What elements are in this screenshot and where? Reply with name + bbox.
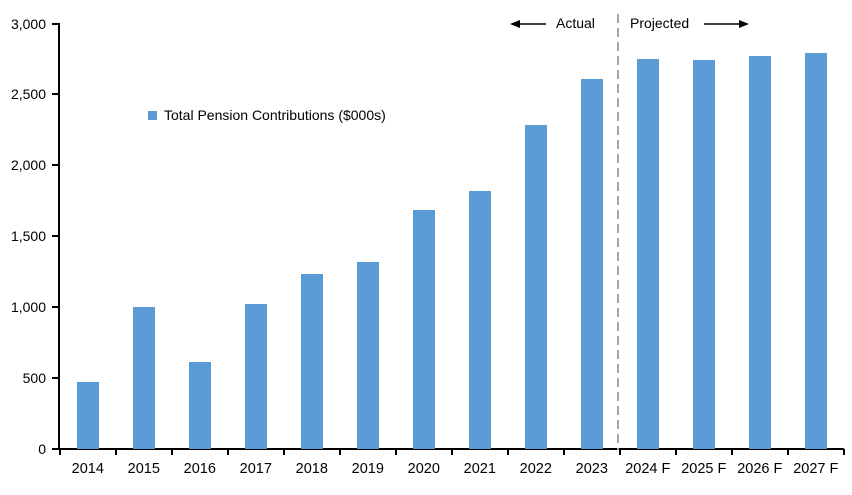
- x-axis-tick: [338, 449, 341, 455]
- x-axis-tick: [842, 449, 845, 455]
- bar-2022: [524, 124, 548, 449]
- y-tick-label: 2,500: [10, 86, 46, 103]
- x-axis-tick: [506, 449, 509, 455]
- x-axis-tick: [562, 449, 565, 455]
- bar-2024-f: [636, 58, 660, 449]
- x-tick-label: 2019: [351, 461, 384, 477]
- y-axis-line: [58, 23, 60, 450]
- x-axis-tick: [226, 449, 229, 455]
- x-axis-tick: [282, 449, 285, 455]
- x-tick-label: 2024 F: [625, 461, 671, 477]
- x-tick-label: 2022: [519, 461, 552, 477]
- bar-2014: [76, 382, 100, 449]
- y-tick-label: 2,000: [10, 157, 46, 174]
- bar-2027-f: [804, 53, 828, 449]
- bar-2017: [244, 303, 268, 449]
- x-tick-label: 2026 F: [737, 461, 783, 477]
- bar-2020: [412, 210, 436, 449]
- bar-2023: [580, 78, 604, 449]
- actual-left-arrow-icon: [510, 20, 546, 28]
- bar-2018: [300, 273, 324, 449]
- x-tick-label: 2017: [239, 461, 272, 477]
- projected-label: Projected: [630, 15, 690, 31]
- actual-label: Actual: [556, 15, 595, 31]
- x-tick-label: 2018: [295, 461, 328, 477]
- x-axis-tick: [618, 449, 621, 455]
- x-axis-tick: [58, 449, 61, 455]
- y-tick-label: 1,000: [10, 299, 46, 316]
- projected-right-arrow-icon: [704, 20, 749, 28]
- x-tick-label: 2020: [407, 461, 440, 477]
- y-axis-tick: [52, 164, 58, 167]
- y-axis-tick: [52, 22, 58, 25]
- y-axis-tick: [52, 377, 58, 380]
- y-tick-label: 0: [38, 441, 46, 457]
- x-axis-tick: [394, 449, 397, 455]
- x-tick-label: 2021: [463, 461, 496, 477]
- y-tick-label: 1,500: [10, 228, 46, 245]
- bar-2025-f: [692, 60, 716, 449]
- x-tick-label: 2023: [575, 461, 608, 477]
- x-tick-label: 2016: [183, 461, 216, 477]
- bar-2021: [468, 190, 492, 449]
- y-tick-label: 500: [22, 370, 46, 387]
- y-axis-tick: [52, 306, 58, 309]
- bar-2026-f: [748, 56, 772, 449]
- y-axis-tick: [52, 93, 58, 96]
- legend-label: Total Pension Contributions ($000s): [164, 107, 386, 123]
- x-tick-label: 2027 F: [793, 461, 839, 477]
- x-tick-label: 2015: [127, 461, 160, 477]
- x-tick-label: 2014: [71, 461, 104, 477]
- actual-projected-divider-line: [617, 14, 619, 450]
- x-axis-tick: [730, 449, 733, 455]
- bar-2016: [188, 362, 212, 449]
- x-axis-tick: [114, 449, 117, 455]
- y-axis-tick: [52, 448, 58, 450]
- x-axis-tick: [674, 449, 677, 455]
- y-tick-label: 3,000: [10, 15, 46, 32]
- x-axis-tick: [450, 449, 453, 455]
- legend-swatch-icon: [148, 110, 157, 120]
- bar-2015: [132, 307, 156, 449]
- legend: Total Pension Contributions ($000s): [148, 107, 386, 123]
- bar-2019: [356, 262, 380, 449]
- y-axis-tick: [52, 235, 58, 238]
- x-axis-tick: [170, 449, 173, 455]
- x-tick-label: 2025 F: [681, 461, 727, 477]
- x-axis-tick: [786, 449, 789, 455]
